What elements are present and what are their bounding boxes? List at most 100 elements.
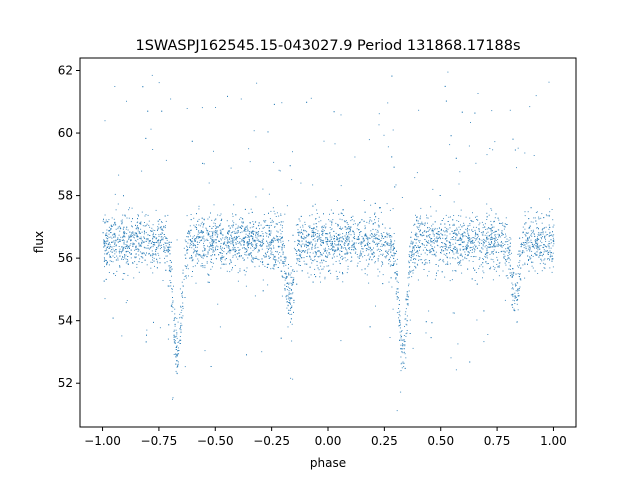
data-point [173,331,175,332]
data-point [231,225,233,227]
data-point [182,297,184,298]
data-point [450,245,452,247]
data-point [228,238,230,240]
data-point [247,234,249,236]
data-point [485,256,487,258]
data-point [350,252,352,254]
data-point [298,243,300,245]
data-point [331,224,333,226]
data-point [304,251,306,253]
data-point [126,226,128,228]
data-point [288,292,290,294]
data-point [142,257,144,259]
data-point [171,288,173,290]
data-point [114,253,116,255]
data-point [453,246,455,248]
data-point [298,249,300,251]
data-point [324,249,326,251]
data-point [540,237,542,238]
data-point [176,239,178,241]
data-point [410,256,412,258]
data-point [357,256,359,258]
data-point [257,251,259,253]
data-point [456,251,458,253]
data-point [153,232,154,234]
data-point [430,228,432,230]
data-point [318,233,320,235]
data-point [536,211,538,213]
data-point [289,282,291,284]
data-point [122,259,124,260]
data-point [404,351,405,353]
data-point [534,217,536,219]
data-point [512,299,514,301]
data-point [139,231,140,233]
data-point [324,250,326,252]
data-point [537,249,539,251]
data-point [242,247,243,249]
data-point [180,305,182,307]
data-point [260,235,262,237]
data-point [357,225,359,227]
data-point [428,250,430,252]
data-point [374,222,376,224]
data-point [460,259,462,261]
data-point [207,245,208,247]
data-point [314,203,316,205]
data-point [521,244,523,245]
data-point [416,236,418,238]
data-point [457,262,458,264]
data-point [159,262,161,264]
data-point [531,261,533,263]
data-point [467,232,469,234]
data-point [378,238,380,240]
data-point [378,255,380,257]
data-point [220,213,222,215]
data-point [527,211,529,213]
data-point [269,233,271,235]
data-point [341,245,342,247]
data-point [385,250,387,252]
data-point [233,232,235,234]
data-point [325,241,327,243]
data-point [457,343,459,345]
data-point [289,274,291,276]
data-point [247,230,249,232]
data-point [375,234,377,236]
data-point [248,233,250,235]
data-point [498,219,500,221]
data-point [497,265,499,267]
data-point [512,296,514,298]
data-point [449,227,451,229]
data-point [399,315,401,317]
data-point [347,235,349,237]
data-point [109,260,111,262]
data-point [222,257,224,258]
data-point [307,249,309,251]
data-point [426,244,428,246]
data-point [146,247,148,249]
data-point [305,250,307,252]
data-point [104,120,106,122]
data-point [309,215,311,217]
data-point [216,245,218,247]
data-point [386,203,388,205]
data-point [330,229,332,231]
data-point [322,232,324,234]
data-point [132,245,134,247]
data-point [551,234,553,236]
data-point [368,282,370,284]
data-point [229,250,231,252]
data-point [536,246,538,248]
data-point [341,241,343,243]
data-point [136,226,138,228]
data-point [175,347,177,348]
data-point [386,236,388,238]
data-point [285,276,287,278]
data-point [487,246,489,248]
data-point [373,247,374,249]
data-point [418,246,420,248]
data-point [146,329,148,331]
data-point [106,253,108,255]
data-point [118,234,120,236]
